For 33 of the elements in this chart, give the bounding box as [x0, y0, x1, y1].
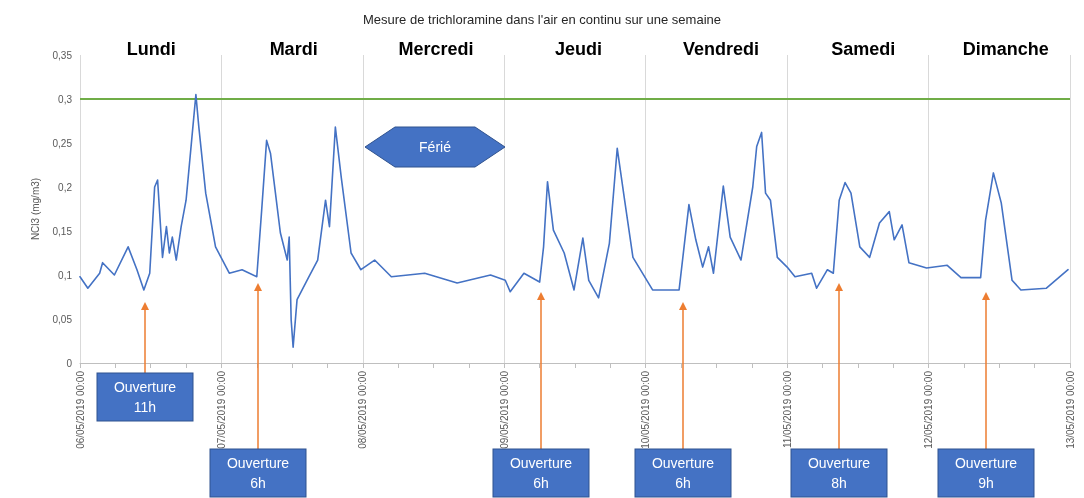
- y-tick-label: 0,35: [52, 49, 73, 61]
- text: Ouverture 11h: [113, 379, 177, 415]
- annotation: Férié: [419, 139, 452, 155]
- chart-title: Mesure de trichloramine dans l'air en continu sur une semaine: [362, 12, 722, 27]
- annotation: Jeudi: [554, 39, 603, 59]
- annotation: Mardi: [269, 39, 318, 59]
- y-axis-title: NCl3 (mg/m3): [29, 177, 41, 241]
- text: Ouverture 6h: [226, 455, 290, 491]
- annotation: Samedi: [831, 39, 896, 59]
- x-tick-label: 06/05/2019 00:00: [74, 370, 86, 449]
- annotation: Mercredi: [398, 39, 474, 59]
- text: Ouverture 8h: [807, 455, 871, 491]
- y-tick-label: 0,15: [52, 225, 73, 237]
- x-tick-label: 13/05/2019 00:00: [1064, 370, 1076, 449]
- x-tick-label: 12/05/2019 00:00: [923, 370, 935, 449]
- y-tick-label: 0,3: [58, 93, 73, 105]
- text: Ouverture 9h: [954, 455, 1018, 491]
- y-tick-label: 0,05: [52, 313, 73, 325]
- y-tick-label: 0,1: [58, 269, 73, 281]
- x-tick-label: 09/05/2019 00:00: [498, 370, 510, 449]
- x-tick-label: 07/05/2019 00:00: [215, 370, 227, 449]
- annotation: Vendredi: [682, 39, 759, 59]
- y-tick-label: 0: [66, 357, 73, 369]
- text: Ouverture 6h: [651, 455, 715, 491]
- x-tick-label: 08/05/2019 00:00: [357, 370, 369, 449]
- line-series: [79, 93, 1069, 348]
- y-tick-label: 0,2: [58, 181, 73, 193]
- x-tick-label: 10/05/2019 00:00: [640, 370, 652, 449]
- annotation: Dimanche: [962, 39, 1049, 59]
- x-tick-label: 11/05/2019 00:00: [781, 370, 793, 449]
- annotation: Lundi: [126, 39, 176, 59]
- text: Ouverture 6h: [509, 455, 573, 491]
- y-tick-label: 0,25: [52, 137, 73, 149]
